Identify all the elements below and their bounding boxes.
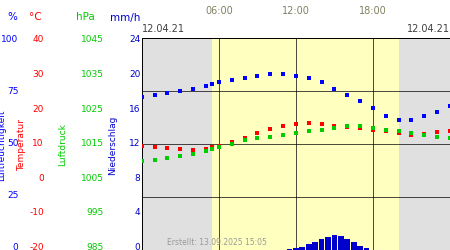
Bar (306, 244, 311, 250)
Text: 50: 50 (7, 139, 18, 148)
Text: 06:00: 06:00 (205, 6, 233, 16)
Text: mm/h: mm/h (109, 12, 140, 22)
Bar (287, 249, 292, 250)
Text: 8: 8 (135, 174, 140, 183)
Bar (332, 234, 338, 250)
Bar (299, 247, 305, 250)
Text: -10: -10 (29, 208, 44, 218)
Text: %: % (8, 12, 18, 22)
Bar (344, 239, 350, 250)
Text: 75: 75 (7, 88, 18, 96)
Text: 1035: 1035 (81, 70, 104, 79)
Text: 0: 0 (13, 243, 18, 250)
Text: 40: 40 (32, 36, 44, 44)
Text: Luftdruck: Luftdruck (58, 124, 67, 166)
Text: Niederschlag: Niederschlag (108, 115, 117, 175)
Text: hPa: hPa (76, 12, 94, 22)
Text: 20: 20 (32, 105, 44, 114)
Text: 16: 16 (129, 105, 140, 114)
Text: 0: 0 (135, 243, 140, 250)
Text: 985: 985 (86, 243, 104, 250)
Text: 1005: 1005 (81, 174, 104, 183)
Bar (312, 242, 318, 250)
Text: Luftfeuchtigkeit: Luftfeuchtigkeit (0, 109, 6, 181)
Bar (351, 242, 356, 250)
Bar (293, 248, 299, 250)
Bar (212, 38, 399, 250)
Text: 12: 12 (129, 139, 140, 148)
Bar (319, 239, 324, 250)
Text: 100: 100 (1, 36, 18, 44)
Bar (357, 246, 363, 250)
Bar (364, 248, 369, 250)
Text: Erstellt: 13.09.2025 15:05: Erstellt: 13.09.2025 15:05 (167, 238, 267, 247)
Text: -20: -20 (29, 243, 44, 250)
Text: 12.04.21: 12.04.21 (142, 24, 185, 34)
Text: 12.04.21: 12.04.21 (407, 24, 450, 34)
Bar (338, 236, 344, 250)
Text: 0: 0 (38, 174, 44, 183)
Text: 4: 4 (135, 208, 140, 218)
Text: 20: 20 (129, 70, 140, 79)
Text: 25: 25 (7, 191, 18, 200)
Text: 1025: 1025 (81, 105, 104, 114)
Text: °C: °C (29, 12, 42, 22)
Text: 1015: 1015 (81, 139, 104, 148)
Text: 10: 10 (32, 139, 44, 148)
Text: 30: 30 (32, 70, 44, 79)
Text: 24: 24 (129, 36, 140, 44)
Text: Temperatur: Temperatur (18, 119, 27, 171)
Text: 12:00: 12:00 (282, 6, 310, 16)
Text: 18:00: 18:00 (359, 6, 387, 16)
Bar (325, 237, 331, 250)
Text: 1045: 1045 (81, 36, 104, 44)
Text: 995: 995 (86, 208, 104, 218)
